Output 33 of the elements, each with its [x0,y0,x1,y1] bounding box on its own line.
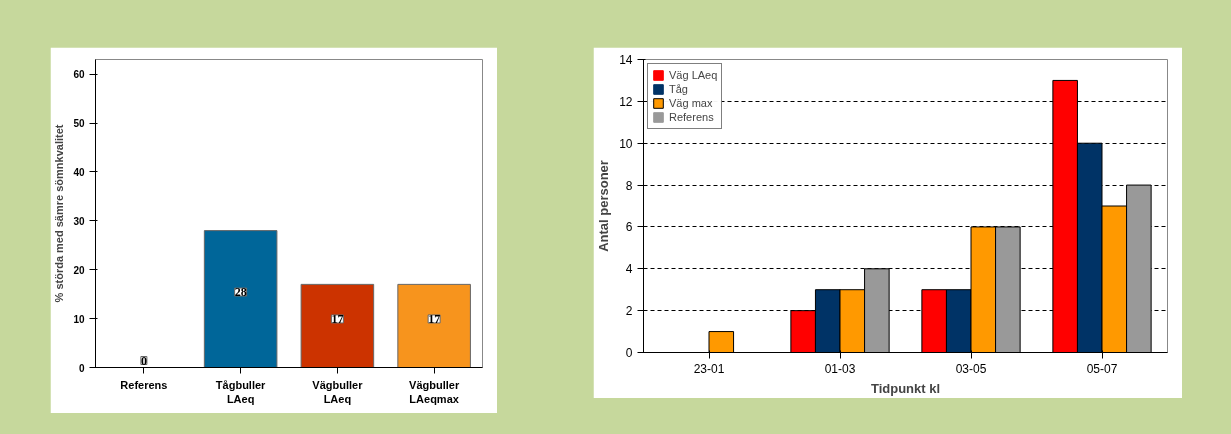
data-label: 17 [428,311,441,326]
y-tick-label: 8 [625,178,633,193]
y-tick-label: 12 [619,94,633,109]
y-tick-label: 0 [625,346,633,360]
y-tick-label: 2 [625,304,633,319]
y-tick-label: 14 [619,53,633,67]
x-tick-label: 23-01 [693,361,725,376]
y-axis-title: % störda med sämre sömnkvalitet [53,124,66,303]
legend-label: Väg max [669,96,713,110]
y-tick-label: 30 [73,215,85,227]
x-tick-label: 01-03 [824,361,856,376]
x-axis-title: Tidpunkt kl [870,380,941,396]
x-tick-label: 05-07 [1086,361,1118,376]
y-axis-title: Antal personer [596,160,612,252]
y-tick-label: 50 [73,118,85,130]
x-tick-label: Vägbuller LAeqmax [409,378,460,405]
y-tick-label: 6 [625,220,633,235]
data-label: 0 [140,353,147,368]
legend-label: Tåg [669,82,689,96]
y-tick-label: 0 [78,362,85,374]
y-tick-label: 20 [73,264,85,276]
x-tick-label: Referens [120,378,168,391]
y-tick-label: 4 [625,262,633,277]
x-tick-label: 03-05 [955,361,987,376]
y-tick-label: 10 [73,313,85,325]
x-tick-label: Vägbuller LAeq [312,378,364,405]
legend-label: Väg LAeq [669,68,718,82]
y-tick-label: 10 [619,136,633,151]
y-tick-label: 40 [73,166,85,178]
data-label: 17 [331,311,344,326]
y-tick-label: 60 [73,69,85,81]
x-tick-label: Tågbuller LAeq [215,378,267,405]
legend-label: Referens [669,110,714,124]
